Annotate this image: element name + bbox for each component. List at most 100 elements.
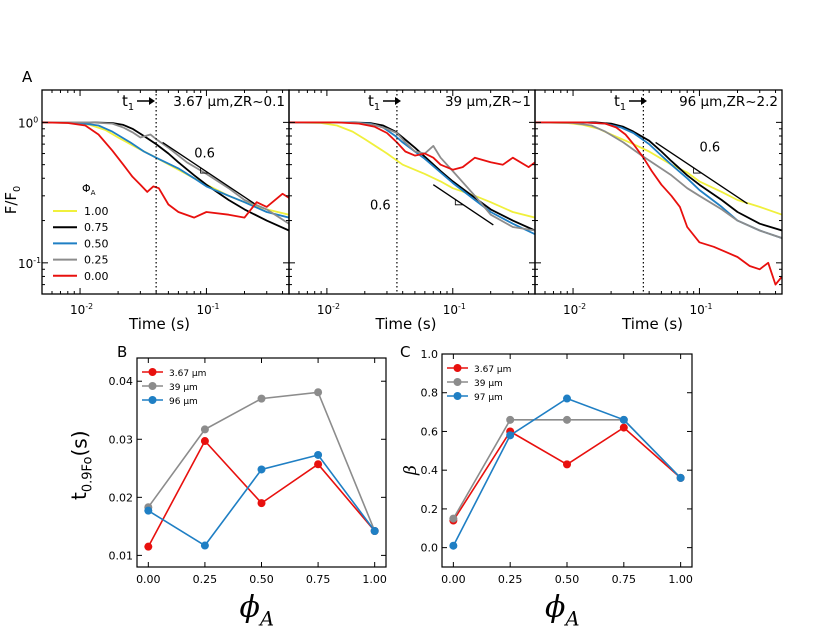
slope-label: 0.6 xyxy=(370,198,391,213)
subpanel-frame xyxy=(41,89,290,295)
legend-label: 39 μm xyxy=(474,379,503,389)
legend-label: 97 μm xyxy=(474,393,503,403)
series-line xyxy=(147,391,376,532)
slope-triangle xyxy=(200,168,209,174)
t1-label: t1 xyxy=(122,92,134,113)
legend-label: 39 μm xyxy=(169,383,198,393)
x-tick-label: 10-1 xyxy=(196,302,219,317)
data-point xyxy=(200,437,209,446)
series-line-phi-0.75 xyxy=(289,121,535,232)
legend: 3.67 μm 39 μm 97 μm xyxy=(447,364,511,403)
panel-a: At1 3.67 μm,ZR~0.1 0.6 10-2 10-1 Time (s) t1 39… xyxy=(2,68,783,333)
data-point xyxy=(506,415,515,424)
series-line-phi-1.00 xyxy=(289,121,535,219)
data-point xyxy=(370,527,379,536)
data-point xyxy=(314,388,323,397)
series-line-phi-0.00 xyxy=(42,121,289,219)
legend: ΦA 1.00 0.75 0.50 0.25 0.00 xyxy=(53,182,109,283)
data-point xyxy=(257,394,266,403)
data-point xyxy=(449,514,458,523)
data-point xyxy=(200,541,209,550)
slope-label: 0.6 xyxy=(194,147,215,162)
slope-triangle xyxy=(454,199,464,206)
series-line-phi-0.75 xyxy=(535,121,782,232)
legend-label: 0.75 xyxy=(84,221,109,234)
series-line-phi-0.25 xyxy=(289,121,535,232)
data-point xyxy=(563,415,571,424)
series-line-phi-0.50 xyxy=(42,121,289,219)
y-tick-label: 0.04 xyxy=(109,375,134,388)
data-point xyxy=(563,394,571,403)
data-point xyxy=(257,499,266,508)
t1-arrow-head xyxy=(395,97,401,105)
x-tick-label: 10-2 xyxy=(70,302,93,317)
x-tick-label: 0.00 xyxy=(441,573,466,586)
x-tick-label: 10-1 xyxy=(443,302,466,317)
x-tick-label: 10-2 xyxy=(317,302,340,317)
legend-marker xyxy=(148,382,157,390)
legend-marker xyxy=(148,396,157,404)
data-point xyxy=(506,431,515,440)
subpanel-title: 96 μm,ZR~2.2 xyxy=(679,94,778,110)
slope-triangle xyxy=(693,168,702,174)
y-axis-label: F/F0 xyxy=(2,186,23,215)
data-point xyxy=(314,450,323,459)
data-point xyxy=(563,460,571,469)
t1-arrow-head xyxy=(149,97,155,105)
x-tick-label: 0.75 xyxy=(612,573,637,586)
y-tick-label: 0.01 xyxy=(109,549,134,562)
y-axis-label: β xyxy=(401,465,421,476)
subpanel-title: 39 μm,ZR~1 xyxy=(445,94,531,110)
x-tick-label: 1.00 xyxy=(668,573,693,586)
data-point xyxy=(314,460,323,469)
subpanel-a1: t1 3.67 μm,ZR~0.1 0.6 10-2 10-1 Time (s) xyxy=(41,89,290,333)
t1-arrow-head xyxy=(641,97,647,105)
y-tick-label: 0.0 xyxy=(421,542,439,555)
x-tick-label: 0.75 xyxy=(306,573,331,586)
x-axis-label: Time (s) xyxy=(375,315,437,333)
legend-label: 1.00 xyxy=(84,205,109,218)
y-tick-label: 0.4 xyxy=(421,464,439,477)
y-tick-label: 0.2 xyxy=(421,503,439,516)
series-line-phi-0.00 xyxy=(535,121,782,286)
series-line xyxy=(452,419,682,519)
series-line xyxy=(452,426,682,521)
t1-label: t1 xyxy=(614,92,626,113)
y-tick-label: 100 xyxy=(18,115,38,130)
legend-label: 3.67 μm xyxy=(474,365,511,375)
x-tick-label: 0.25 xyxy=(498,573,523,586)
data-point xyxy=(449,541,458,550)
series-line-phi-0.25 xyxy=(535,121,782,239)
legend-title: ΦA xyxy=(82,182,96,197)
data-point xyxy=(676,473,685,482)
data-point xyxy=(619,415,628,424)
legend-label: 0.25 xyxy=(84,254,109,267)
x-tick-label: 0.50 xyxy=(555,573,580,586)
series-line-phi-0.00 xyxy=(289,121,535,171)
x-tick-label: 0.00 xyxy=(136,573,161,586)
legend-marker xyxy=(148,368,157,376)
y-tick-label: 0.02 xyxy=(109,491,134,504)
x-tick-label: 1.00 xyxy=(362,573,387,586)
legend-label: 3.67 μm xyxy=(169,369,206,379)
panel-b: B 0.00 0.25 0.50 0.75 1.00 0.01 0.02 0.03 0.04 ϕA 3… xyxy=(67,343,387,630)
legend: 3.67 μm 39 μm 96 μm xyxy=(142,368,206,407)
legend-marker xyxy=(453,392,462,400)
x-axis-label: ϕA xyxy=(240,590,275,630)
subpanel-frame xyxy=(288,89,536,295)
series-line-phi-0.50 xyxy=(289,121,535,236)
panel-label: B xyxy=(117,343,127,361)
y-tick-label: 10-1 xyxy=(18,256,41,271)
subpanel-title: 3.67 μm,ZR~0.1 xyxy=(173,94,285,110)
t1-label: t1 xyxy=(368,92,380,113)
legend-label: 0.00 xyxy=(84,270,109,283)
y-tick-label: 1.0 xyxy=(421,348,439,361)
y-tick-label: 0.6 xyxy=(421,425,439,438)
legend-label: 0.50 xyxy=(84,237,109,250)
panel-label-a: A xyxy=(22,68,33,86)
y-tick-label: 0.03 xyxy=(109,433,134,446)
legend-marker xyxy=(453,378,462,386)
x-tick-label: 10-2 xyxy=(563,302,586,317)
series-line-phi-0.75 xyxy=(42,121,289,232)
slope-label: 0.6 xyxy=(699,141,720,156)
